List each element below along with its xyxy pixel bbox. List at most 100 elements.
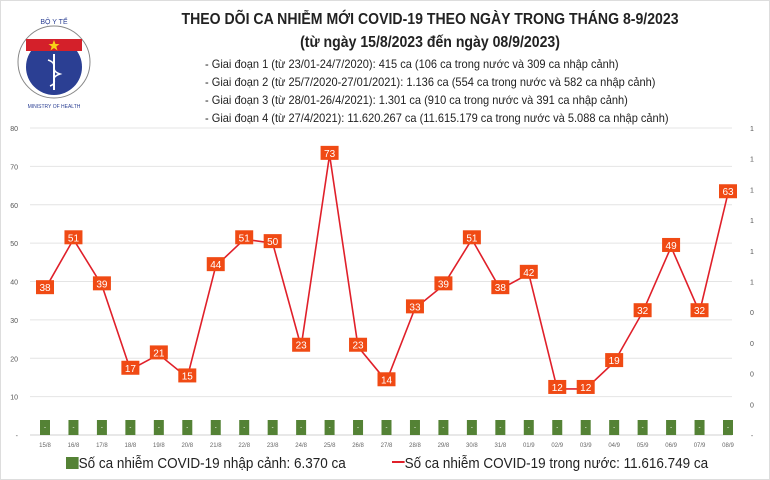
line-data-label: 51 [68, 233, 80, 244]
line-data-label-bg [121, 360, 140, 375]
x-axis-tick: 23/8 [267, 443, 279, 449]
bar-data-label: - [386, 425, 388, 431]
line-data-label: 39 [438, 279, 450, 290]
line-data-label-bg [206, 257, 225, 272]
bar [68, 420, 79, 435]
bar-data-label: - [471, 425, 473, 431]
line-data-label-bg [662, 237, 681, 252]
bar [40, 420, 50, 435]
x-axis-tick: 15/8 [39, 443, 51, 449]
bar-data-label: - [727, 425, 729, 431]
bar [694, 420, 705, 435]
bar-data-label: - [101, 425, 103, 431]
line-data-label: 32 [694, 306, 706, 317]
x-axis-tick: 26/8 [352, 443, 364, 449]
line-data-label-bg [519, 264, 538, 279]
right-axis-tick: 0 [750, 402, 754, 409]
line-data-label-bg [405, 299, 424, 314]
left-axis-tick: 80 [10, 126, 18, 133]
bar [381, 420, 392, 435]
x-axis-tick: 03/9 [580, 443, 592, 449]
left-axis-tick: 20 [10, 356, 18, 363]
bar-data-label: - [158, 425, 160, 431]
x-axis-tick: 24/8 [295, 443, 307, 449]
bar-data-label: - [670, 425, 672, 431]
line-data-label-bg [235, 230, 254, 245]
left-axis-tick: 70 [10, 164, 18, 171]
bar [409, 420, 420, 435]
right-axis-tick: 1 [750, 157, 754, 164]
bar [296, 420, 307, 435]
line-data-label: 23 [296, 341, 308, 352]
left-axis-tick: 10 [10, 395, 18, 402]
chart-plot: - 10 20 30 40 50 60 70 80 - 0 0 0 0 1 1 1 1 1 1 - 15/8 - 16/8 - 1… [10, 126, 754, 449]
bar-data-label: - [72, 425, 74, 431]
line-data-label: 44 [210, 260, 222, 271]
x-axis-tick: 22/8 [238, 443, 250, 449]
x-axis-tick: 19/8 [153, 443, 165, 449]
line-data-label-bg [462, 230, 481, 245]
bar-data-label: - [642, 425, 644, 431]
line-data-label: 14 [381, 375, 393, 386]
legend-swatch-line [392, 461, 405, 463]
right-axis-tick: 0 [750, 372, 754, 379]
bar-data-label: - [300, 425, 302, 431]
bar [438, 420, 449, 435]
line-data-label: 19 [609, 356, 621, 367]
left-axis-tick: 40 [10, 280, 18, 287]
line-data-label: 15 [182, 371, 194, 382]
bar [580, 420, 591, 435]
bar-data-label: - [44, 425, 46, 431]
line-data-label-bg [605, 353, 624, 368]
bar [637, 420, 648, 435]
right-axis-tick: 0 [750, 310, 754, 317]
line-data-label-bg [491, 280, 510, 295]
line-data-label: 49 [666, 241, 678, 252]
line-data-label-bg [349, 337, 368, 352]
line-data-label: 32 [637, 306, 649, 317]
x-axis-tick: 17/8 [96, 443, 108, 449]
x-axis-tick: 04/9 [608, 443, 620, 449]
bar-data-label: - [528, 425, 530, 431]
domestic-cases-line [44, 154, 729, 390]
phase-note: - Giai đoạn 4 (từ 27/4/2021): 11.620.267… [205, 111, 669, 125]
logo-text-bottom: MINISTRY OF HEALTH [28, 104, 81, 110]
line-data-label: 38 [39, 283, 51, 294]
left-axis-tick: - [16, 433, 19, 440]
bar [353, 420, 364, 435]
line-data-label: 73 [324, 149, 336, 160]
right-axis-tick: 1 [750, 249, 754, 256]
left-axis-tick: 30 [10, 318, 18, 325]
x-axis-tick: 25/8 [324, 443, 336, 449]
legend-item-domestic: Số ca nhiễm COVID-19 trong nước: 11.616.… [392, 455, 708, 472]
bar [609, 420, 620, 435]
bar-data-label: - [357, 425, 359, 431]
bar [523, 420, 534, 435]
line-data-label: 51 [466, 233, 478, 244]
bar-data-label: - [215, 425, 217, 431]
x-axis-tick: 05/9 [637, 443, 649, 449]
x-axis-tick: 18/8 [125, 443, 137, 449]
line-data-label-bg [633, 303, 652, 318]
x-axis-tick: 07/9 [694, 443, 706, 449]
bar [153, 420, 164, 435]
bar-data-label: - [272, 425, 274, 431]
bar [125, 420, 136, 435]
x-axis-tick: 01/9 [523, 443, 535, 449]
x-axis-tick: 02/9 [551, 443, 563, 449]
bar-data-label: - [613, 425, 615, 431]
right-axis-tick: 1 [750, 126, 754, 133]
line-data-label: 33 [409, 302, 421, 313]
bar [666, 420, 677, 435]
bar [182, 420, 193, 435]
bar-data-label: - [329, 425, 331, 431]
line-data-label: 51 [239, 233, 251, 244]
x-axis-tick: 16/8 [68, 443, 80, 449]
bar-data-label: - [556, 425, 558, 431]
right-axis-tick: 1 [750, 280, 754, 287]
line-data-label-bg [690, 303, 709, 318]
chart-subtitle: (từ ngày 15/8/2023 đến ngày 08/9/2023) [300, 34, 560, 51]
x-axis-tick: 31/8 [494, 443, 506, 449]
phase-note: - Giai đoạn 2 (từ 25/7/2020-27/01/2021):… [205, 75, 656, 89]
legend-label-imported: Số ca nhiễm COVID-19 nhập cảnh: 6.370 ca [78, 455, 346, 472]
